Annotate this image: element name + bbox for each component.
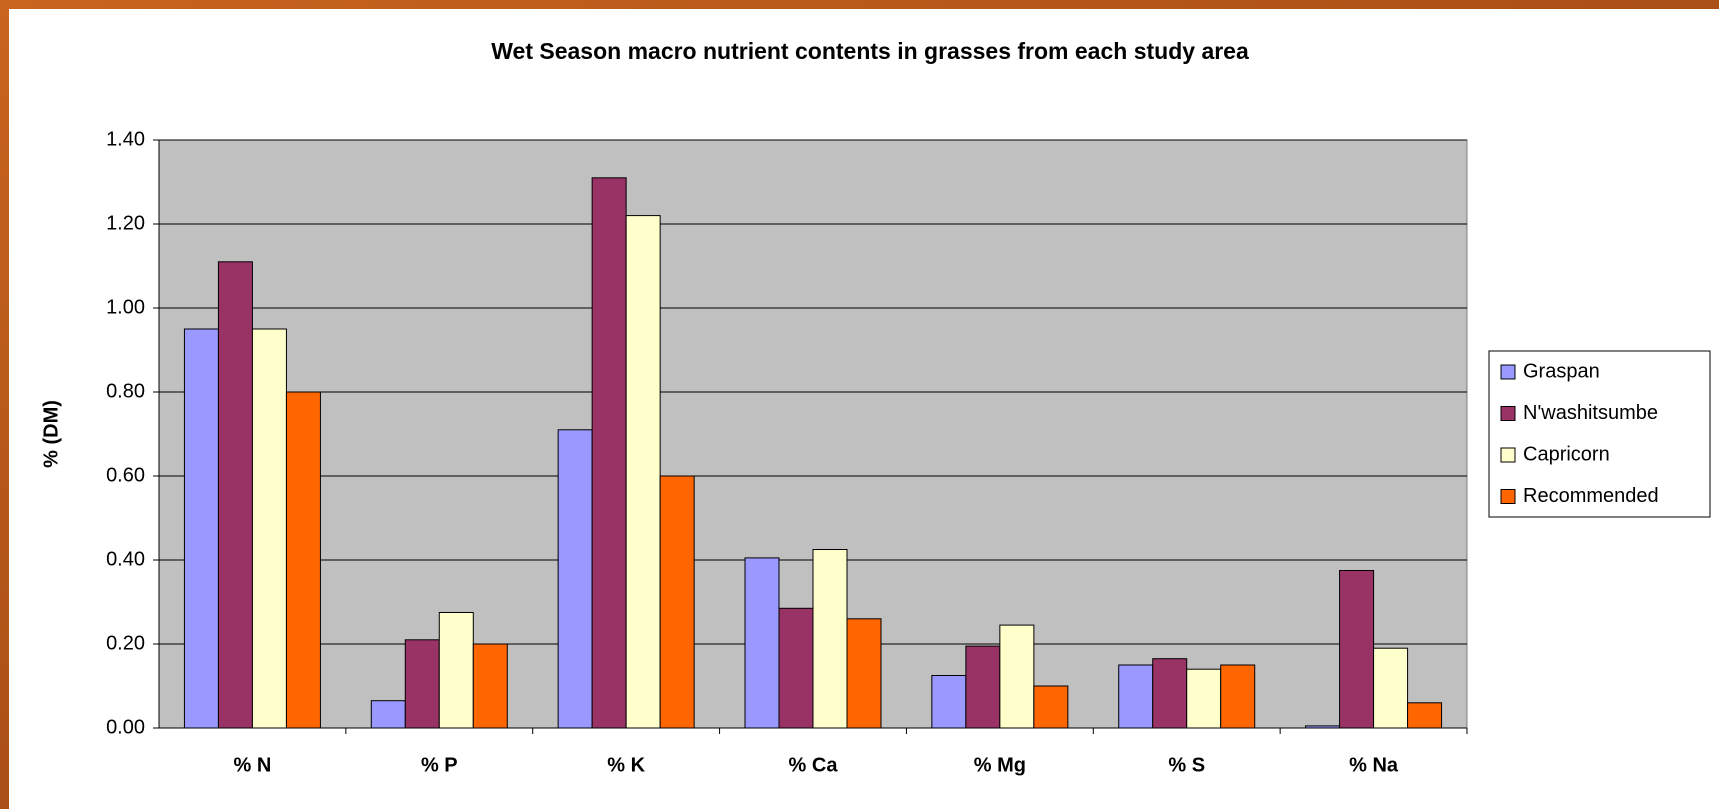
bar [999,624,1035,729]
y-axis-label: % (DM) [40,400,62,468]
x-tick-label: % N [234,754,272,776]
y-tick-label: 0.20 [106,632,145,654]
legend-label: Graspan [1523,360,1600,382]
bar [1220,664,1256,729]
bar [1033,685,1069,729]
legend-swatch [1500,447,1516,463]
bar [285,391,321,729]
bar [1407,702,1443,729]
bar [404,639,440,729]
bar [591,177,627,729]
bar [965,645,1001,729]
y-tick-label: 1.20 [106,212,145,234]
y-tick-label: 0.00 [106,716,145,738]
bar [1152,658,1188,729]
x-tick-label: % S [1168,754,1205,776]
bar [846,618,882,729]
legend-label: Capricorn [1523,443,1610,465]
y-tick-label: 0.60 [106,464,145,486]
bar [1186,668,1222,729]
x-tick-label: % Ca [789,754,839,776]
bar [1118,664,1154,729]
x-tick-label: % P [421,754,458,776]
bar [744,557,780,729]
bar [557,429,593,729]
legend [1488,350,1711,518]
bar [625,215,661,729]
legend-label: Recommended [1523,485,1659,507]
bar [183,328,219,729]
bar [251,328,287,729]
bar [1339,570,1375,729]
y-tick-label: 0.40 [106,548,145,570]
bar [1373,647,1409,729]
x-tick-label: % Na [1349,754,1399,776]
x-tick-label: % Mg [974,754,1026,776]
bar [931,675,967,729]
legend-swatch [1500,406,1516,421]
bar [438,612,474,729]
bar [778,607,814,729]
legend-swatch [1500,489,1516,504]
y-tick-label: 1.40 [106,128,145,150]
bar [217,261,253,729]
bar [812,549,848,729]
bar [659,475,695,729]
y-tick-label: 1.00 [106,296,145,318]
legend-swatch [1500,364,1516,380]
legend-label: N'washitsumbe [1523,402,1658,424]
y-tick-label: 0.80 [106,380,145,402]
x-tick-label: % K [607,754,645,776]
bar [370,700,406,729]
bar [472,643,508,729]
bar [1305,725,1341,729]
chart-title: Wet Season macro nutrient contents in gr… [491,38,1249,64]
